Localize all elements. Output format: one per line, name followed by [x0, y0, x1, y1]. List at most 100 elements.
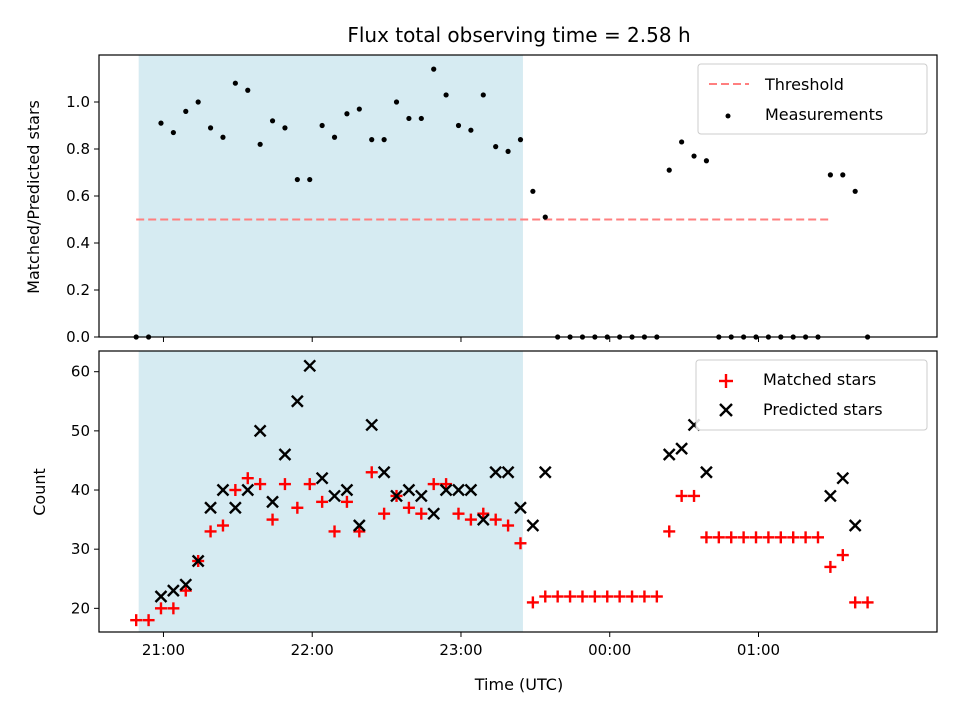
predicted-point: [365, 418, 379, 432]
bottom-y-axis-label: Count: [30, 468, 49, 516]
y-tick-label: 0.6: [66, 187, 90, 205]
legend-measurements-swatch: [725, 113, 731, 119]
predicted-point: [476, 513, 490, 526]
predicted-point: [229, 501, 242, 515]
predicted-point: [328, 489, 341, 503]
measurement-point: [517, 137, 524, 143]
predicted-point: [538, 465, 552, 479]
matched-point: [266, 513, 279, 526]
y-tick-label: 20: [71, 599, 90, 617]
legend-measurements-label: Measurements: [765, 105, 883, 124]
predicted-point: [427, 507, 441, 521]
matched-point: [365, 466, 378, 479]
predicted-point: [290, 394, 304, 408]
matched-point: [526, 596, 539, 609]
measurement-point: [381, 137, 387, 143]
measurement-point: [195, 99, 201, 105]
measurement-point: [455, 122, 462, 129]
y-tick-label: 0.2: [66, 281, 90, 299]
predicted-point: [154, 590, 168, 603]
matched-point: [811, 531, 824, 544]
legend-matched-label: Matched stars: [763, 370, 876, 389]
legend-matched-swatch: [719, 374, 733, 388]
matched-point: [241, 472, 254, 485]
matched-point: [675, 489, 688, 502]
measurement-point: [480, 92, 486, 98]
matched-point: [750, 531, 763, 544]
bottom-x-axis-label: Time (UTC): [474, 675, 563, 694]
measurement-point: [269, 118, 276, 124]
matched-point: [402, 501, 415, 514]
matched-point: [564, 590, 577, 603]
bottom-legend: Matched stars Predicted stars: [695, 359, 928, 431]
matched-point: [588, 590, 601, 603]
measurement-point: [468, 127, 474, 133]
matched-point: [427, 478, 440, 491]
matched-point: [489, 513, 502, 526]
measurement-point: [232, 80, 238, 86]
predicted-point: [179, 578, 193, 592]
matched-point: [539, 590, 552, 603]
predicted-point: [414, 489, 428, 503]
matched-point: [762, 531, 775, 544]
x-tick-label: 00:00: [588, 641, 631, 659]
measurement-point: [431, 66, 437, 72]
matched-point: [154, 602, 167, 615]
matched-point: [464, 513, 477, 526]
matched-point: [576, 590, 589, 603]
predicted-point: [315, 471, 329, 485]
predicted-point: [241, 483, 255, 497]
legend-predicted-swatch: [719, 403, 733, 417]
matched-point: [254, 478, 267, 491]
matched-point: [378, 507, 391, 520]
predicted-point: [278, 448, 292, 461]
predicted-point: [501, 465, 515, 479]
matched-point: [291, 501, 304, 514]
matched-point: [799, 531, 812, 544]
measurement-point: [245, 87, 251, 93]
figure-title: Flux total observing time = 2.58 h: [347, 23, 690, 47]
measurement-point: [183, 108, 189, 114]
matched-point: [340, 495, 353, 508]
bottom-legend-box: [695, 359, 928, 431]
x-tick-label: 21:00: [142, 641, 185, 659]
predicted-point: [514, 501, 527, 515]
measurement-point: [827, 172, 833, 178]
matched-point: [737, 531, 750, 544]
matched-point: [316, 495, 329, 508]
x-tick-label: 01:00: [737, 641, 780, 659]
matched-point: [626, 590, 639, 603]
x-tick-label: 22:00: [291, 641, 334, 659]
matched-point: [725, 531, 738, 544]
measurement-point: [418, 115, 424, 122]
y-tick-label: 0.4: [66, 234, 90, 252]
predicted-point: [489, 465, 503, 479]
top-axes-frame: [98, 54, 938, 338]
measurement-point: [158, 120, 164, 126]
measurement-point: [294, 176, 300, 183]
measurement-point: [319, 122, 325, 129]
predicted-point: [439, 483, 453, 497]
predicted-point: [836, 471, 850, 485]
measurement-point: [220, 134, 226, 140]
matched-point: [650, 590, 663, 603]
measurement-point: [369, 137, 375, 143]
bottom-panel: 20 30 40 50 60 21:00 22:00 23:00 00:00 01:00 Cou…: [30, 350, 938, 694]
measurement-point: [282, 125, 288, 131]
matched-point: [836, 549, 849, 562]
bottom-y-ticks: 20 30 40 50 60: [71, 363, 99, 617]
predicted-point: [848, 519, 862, 532]
measurement-point: [530, 188, 536, 194]
top-x-ticks: [162, 337, 759, 342]
observing-window-shade: [138, 55, 523, 337]
matched-point: [551, 590, 564, 603]
bottom-axes-frame: [98, 350, 938, 633]
predicted-stars-series: [154, 359, 862, 603]
matched-point: [861, 596, 874, 609]
predicted-point: [303, 359, 317, 373]
matched-point: [278, 478, 291, 491]
top-legend: Threshold Measurements: [697, 63, 928, 135]
matched-point: [440, 478, 453, 491]
predicted-point: [526, 519, 540, 532]
